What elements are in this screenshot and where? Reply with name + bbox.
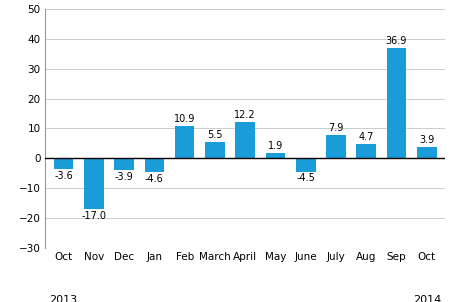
Text: 2013: 2013 xyxy=(49,295,78,302)
Text: -17.0: -17.0 xyxy=(81,211,106,221)
Text: -4.6: -4.6 xyxy=(145,174,164,184)
Text: 7.9: 7.9 xyxy=(328,123,344,133)
Bar xyxy=(205,142,225,158)
Bar xyxy=(417,146,437,158)
Bar xyxy=(175,126,194,158)
Bar xyxy=(326,135,346,158)
Text: 5.5: 5.5 xyxy=(207,130,222,140)
Text: 12.2: 12.2 xyxy=(234,110,256,120)
Text: -3.9: -3.9 xyxy=(115,172,133,182)
Bar xyxy=(387,48,406,158)
Bar xyxy=(356,144,376,158)
Text: 10.9: 10.9 xyxy=(174,114,195,124)
Bar xyxy=(144,158,164,172)
Bar xyxy=(114,158,134,170)
Text: 1.9: 1.9 xyxy=(268,141,283,151)
Bar xyxy=(266,153,285,158)
Text: 36.9: 36.9 xyxy=(386,36,407,46)
Text: 2014: 2014 xyxy=(413,295,441,302)
Text: -3.6: -3.6 xyxy=(54,171,73,181)
Text: 3.9: 3.9 xyxy=(419,135,434,145)
Bar xyxy=(84,158,104,209)
Bar xyxy=(296,158,316,172)
Bar xyxy=(54,158,74,169)
Text: 4.7: 4.7 xyxy=(359,132,374,142)
Text: -4.5: -4.5 xyxy=(296,173,315,183)
Bar xyxy=(235,122,255,158)
